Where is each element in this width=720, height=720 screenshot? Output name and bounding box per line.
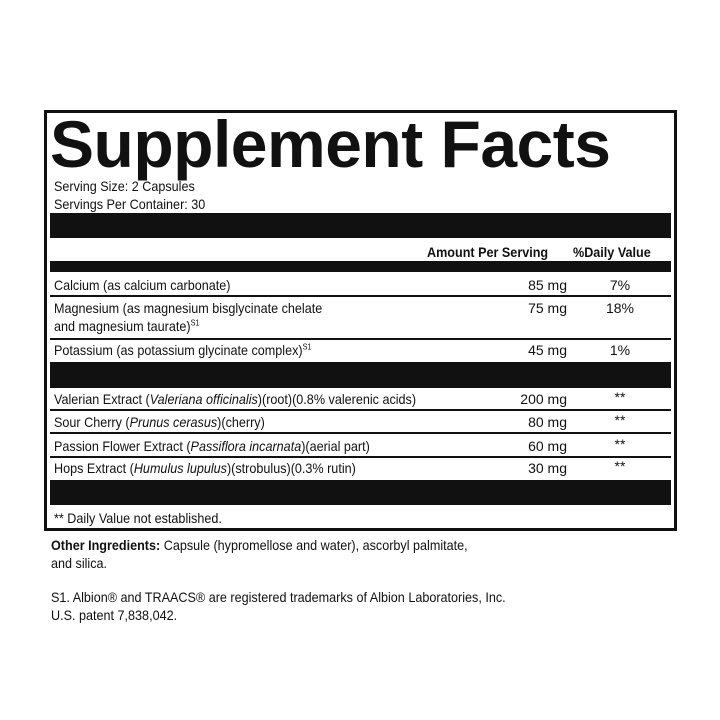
other-ingredients-text: and silica. [51, 555, 108, 571]
serving-size: Serving Size: 2 Capsules [54, 178, 195, 194]
ingredient-detail: )(strobulus)(0.3% rutin) [226, 460, 356, 476]
ingredient-name: Sour Cherry ( [54, 414, 130, 430]
patent-note: U.S. patent 7,838,042. [51, 607, 178, 623]
nutrient-name: Calcium (as calcium carbonate) [54, 277, 231, 293]
latin-name: Valeriana officinalis [149, 391, 258, 407]
other-ingredients-label: Other Ingredients: [51, 537, 161, 553]
row-divider [50, 338, 671, 340]
nutrient-name: Potassium (as potassium glycinate comple… [54, 342, 303, 358]
nutrient-dv: 18% [605, 300, 635, 316]
ingredient-detail: )(root)(0.8% valerenic acids) [257, 391, 417, 407]
panel-title: Supplement Facts [50, 107, 611, 181]
latin-name: Prunus cerasus [129, 414, 218, 430]
ingredient-amount: 30 mg [528, 460, 567, 476]
nutrient-dv: 7% [609, 277, 631, 293]
footnote-ref: S1 [302, 342, 312, 352]
row-divider [50, 456, 671, 458]
ingredient-name: Hops Extract ( [54, 460, 134, 476]
ingredient-dv: ** [614, 389, 626, 405]
header-amount: Amount Per Serving [427, 244, 549, 260]
ingredient-dv: ** [614, 458, 626, 474]
latin-name: Passiflora incarnata [190, 438, 302, 454]
trademark-note: S1. Albion® and TRAACS® are registered t… [51, 589, 506, 605]
row-divider [50, 432, 671, 434]
divider-bar [50, 480, 671, 505]
nutrient-amount: 85 mg [528, 277, 567, 293]
nutrient-amount: 75 mg [528, 300, 567, 316]
nutrient-name: and magnesium taurate) [54, 318, 191, 334]
servings-per-container: Servings Per Container: 30 [54, 196, 206, 212]
supplement-facts-panel [44, 110, 677, 531]
ingredient-dv: ** [614, 412, 626, 428]
footnote-ref: S1 [190, 318, 200, 328]
ingredient-detail: )(cherry) [217, 414, 265, 430]
divider-bar [50, 362, 671, 388]
other-ingredients-text: Capsule (hypromellose and water), ascorb… [160, 537, 468, 553]
row-divider [50, 409, 671, 411]
row-divider [50, 295, 671, 297]
header-daily-value: %Daily Value [573, 244, 651, 260]
nutrient-name: Magnesium (as magnesium bisglycinate che… [54, 300, 323, 316]
nutrient-dv: 1% [609, 342, 631, 358]
ingredient-amount: 60 mg [528, 438, 567, 454]
other-ingredients: Other Ingredients: Capsule (hypromellose… [51, 537, 468, 553]
ingredient-amount: 80 mg [528, 414, 567, 430]
ingredient-name: Valerian Extract ( [54, 391, 150, 407]
latin-name: Humulus lupulus [133, 460, 227, 476]
ingredient-detail: )(aerial part) [301, 438, 370, 454]
nutrient-amount: 45 mg [528, 342, 567, 358]
daily-value-footnote: ** Daily Value not established. [54, 510, 222, 526]
ingredient-amount: 200 mg [520, 391, 567, 407]
ingredient-name: Passion Flower Extract ( [54, 438, 191, 454]
divider-bar [50, 261, 671, 272]
ingredient-dv: ** [614, 436, 626, 452]
divider-bar [50, 213, 671, 238]
